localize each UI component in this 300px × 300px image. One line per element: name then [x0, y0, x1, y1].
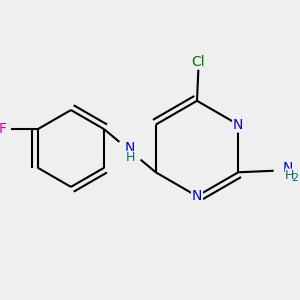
Text: N: N	[282, 161, 293, 175]
Text: H: H	[125, 151, 135, 164]
Text: H: H	[285, 169, 295, 182]
Text: F: F	[0, 122, 6, 136]
Text: 2: 2	[291, 172, 298, 182]
Text: N: N	[233, 118, 244, 132]
Text: N: N	[125, 141, 135, 155]
Text: Cl: Cl	[192, 55, 206, 69]
Text: N: N	[192, 189, 202, 203]
